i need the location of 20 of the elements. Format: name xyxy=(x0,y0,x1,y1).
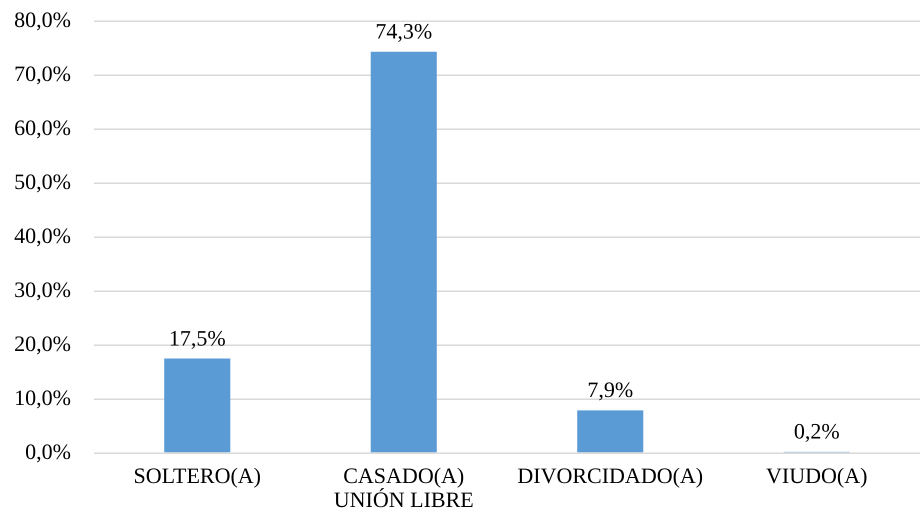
bar xyxy=(164,358,230,452)
y-tick-label: 80,0% xyxy=(14,6,71,32)
x-tick-label: VIUDO(A) xyxy=(766,462,868,488)
data-label: 17,5% xyxy=(168,325,226,350)
x-tick-label: SOLTERO(A) xyxy=(133,462,262,488)
y-tick-label: 50,0% xyxy=(14,168,71,194)
y-tick-label: 10,0% xyxy=(14,384,71,410)
y-tick-label: 0,0% xyxy=(25,438,71,464)
bar xyxy=(370,52,437,452)
y-tick-label: 70,0% xyxy=(14,60,71,86)
y-tick-label: 60,0% xyxy=(14,114,71,140)
y-tick-label: 30,0% xyxy=(14,276,71,302)
y-tick-label: 20,0% xyxy=(14,330,71,356)
data-label: 7,9% xyxy=(587,377,634,402)
bar xyxy=(577,410,644,452)
data-label: 74,3% xyxy=(375,18,432,44)
x-tick-label: CASADO(A) UNIÓN LIBRE xyxy=(334,462,474,512)
x-tick-label: DIVORCIDADO(A) xyxy=(517,462,704,488)
data-label: 0,2% xyxy=(794,418,840,444)
y-tick-label: 40,0% xyxy=(14,222,71,248)
